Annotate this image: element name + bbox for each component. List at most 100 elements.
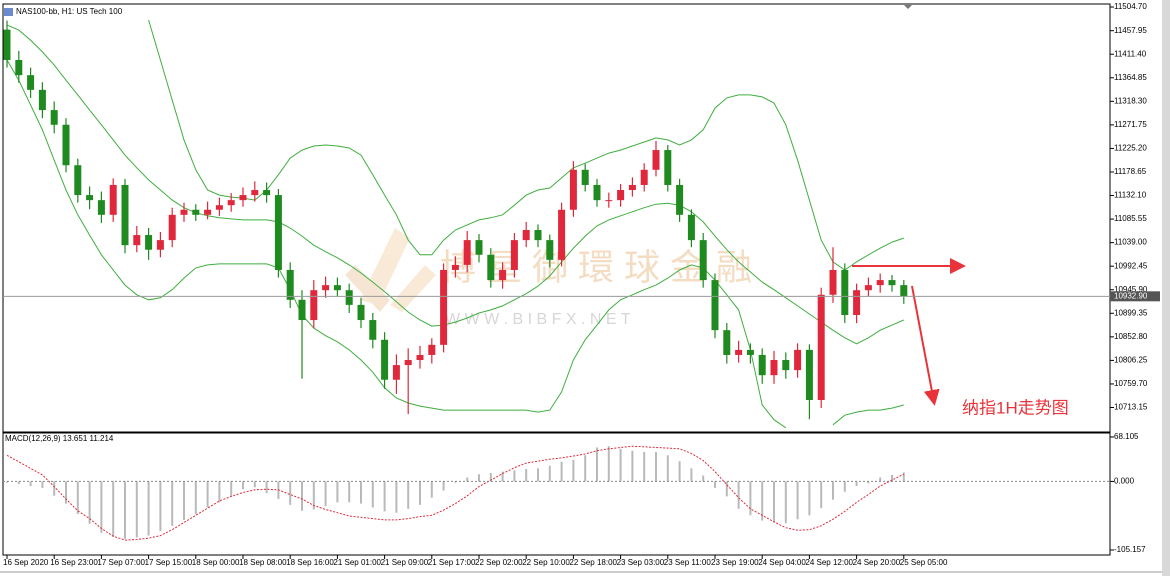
x-tick-label: 22 Sep 02:00	[475, 558, 523, 567]
candle-body	[333, 285, 341, 291]
signal-line	[6, 445, 905, 541]
candle-body	[392, 365, 400, 380]
x-tick-label: 24 Sep 20:00	[853, 558, 901, 567]
candle-body	[876, 280, 884, 286]
candle-body	[204, 209, 212, 215]
candle-body	[322, 285, 330, 291]
y-tick-label: 11271.75	[1114, 120, 1147, 129]
candle-body	[50, 110, 58, 125]
x-tick-label: 24 Sep 04:00	[758, 558, 806, 567]
watermark-logo	[345, 228, 436, 312]
y-tick-label: 0.000	[1114, 477, 1135, 486]
y-tick-label: 11364.85	[1114, 73, 1147, 82]
candle-body	[416, 354, 424, 361]
candle-body	[215, 205, 223, 210]
x-tick-label: 16 Sep 2020	[3, 558, 49, 567]
candle-body	[463, 240, 471, 265]
candle-body	[888, 280, 896, 286]
candle-body	[310, 290, 318, 321]
y-tick-label: 10992.45	[1114, 261, 1148, 270]
candle-body	[369, 320, 377, 340]
candle-body	[3, 29, 11, 60]
candle-body	[652, 150, 660, 170]
main-pane	[2, 3, 1111, 433]
x-tick-label: 23 Sep 11:00	[664, 558, 712, 567]
x-tick-label: 22 Sep 10:00	[522, 558, 570, 567]
candle-body	[687, 214, 695, 241]
candle-body	[628, 184, 636, 191]
annotation-arrow	[911, 285, 940, 406]
y-tick-label: 11085.55	[1114, 214, 1147, 223]
candle-body	[168, 214, 176, 241]
candle-body	[676, 184, 684, 215]
candle-body	[487, 254, 495, 281]
candle-body	[711, 280, 719, 331]
candle-body	[664, 150, 672, 185]
y-tick-label: 11318.30	[1114, 96, 1147, 105]
watermark-url: W W W . B I B F X . N E T	[445, 311, 631, 328]
candle-body	[263, 190, 271, 196]
candle-body	[38, 89, 46, 111]
y-tick-label: 10713.15	[1114, 403, 1148, 412]
x-tick-label: 18 Sep 08:00	[239, 558, 287, 567]
candle-body	[782, 360, 790, 371]
candle-body	[428, 344, 436, 355]
annotation-text: 纳指1H走势图	[962, 398, 1069, 417]
candle-body	[805, 349, 813, 400]
candle-body	[62, 124, 70, 166]
candle-body	[746, 349, 754, 355]
candle-body	[794, 349, 802, 371]
candle-body	[900, 285, 908, 297]
y-tick-label: 10852.80	[1114, 332, 1148, 341]
candle-body	[817, 294, 825, 400]
candle-body	[605, 200, 613, 202]
y-tick-label: 11132.10	[1114, 191, 1147, 200]
candle-body	[192, 209, 200, 215]
y-tick-label: 11457.95	[1114, 26, 1147, 35]
candle-body	[251, 190, 259, 196]
candle-body	[145, 235, 153, 250]
candle-body	[735, 349, 743, 355]
candle-body	[522, 229, 530, 241]
candle-body	[357, 304, 365, 321]
candle-body	[475, 240, 483, 255]
x-tick-label: 22 Sep 18:00	[569, 558, 617, 567]
candle-body	[74, 165, 82, 196]
macd-title: MACD(12,26,9) 13.651 11.214	[5, 434, 114, 443]
candle-body	[239, 195, 247, 201]
candle-body	[758, 354, 766, 376]
candle-body	[121, 184, 129, 246]
candle-body	[617, 190, 625, 201]
x-tick-label: 23 Sep 03:00	[617, 558, 665, 567]
main-plot	[3, 19, 908, 429]
candle-body	[156, 240, 164, 250]
candle-body	[451, 264, 459, 270]
candle-body	[569, 169, 577, 210]
macd-pane	[2, 432, 1111, 556]
candle-body	[829, 269, 837, 295]
macd-plot	[6, 445, 905, 541]
candle-body	[770, 360, 778, 376]
chart-title: NAS100-bb, H1: US Tech 100	[16, 7, 123, 16]
candle-body	[109, 184, 117, 215]
x-tick-label: 17 Sep 15:00	[145, 558, 193, 567]
y-tick-label: 10759.70	[1114, 379, 1148, 388]
candle-body	[97, 200, 105, 215]
y-tick-label: 11225.20	[1114, 144, 1147, 153]
band-line	[148, 19, 904, 271]
candle-body	[345, 290, 353, 305]
candle-body	[853, 290, 861, 315]
current-price-box	[1110, 291, 1160, 302]
x-tick-label: 21 Sep 17:00	[428, 558, 476, 567]
band-line	[6, 59, 904, 429]
shift-marker	[904, 5, 912, 9]
x-tick-label: 17 Sep 07:00	[97, 558, 145, 567]
y-tick-label: 11504.70	[1114, 2, 1147, 11]
x-tick-label: 18 Sep 16:00	[286, 558, 334, 567]
candle-body	[593, 184, 601, 201]
x-tick-label: 18 Sep 00:00	[192, 558, 240, 567]
candle-body	[440, 269, 448, 345]
candle-body	[546, 240, 554, 260]
